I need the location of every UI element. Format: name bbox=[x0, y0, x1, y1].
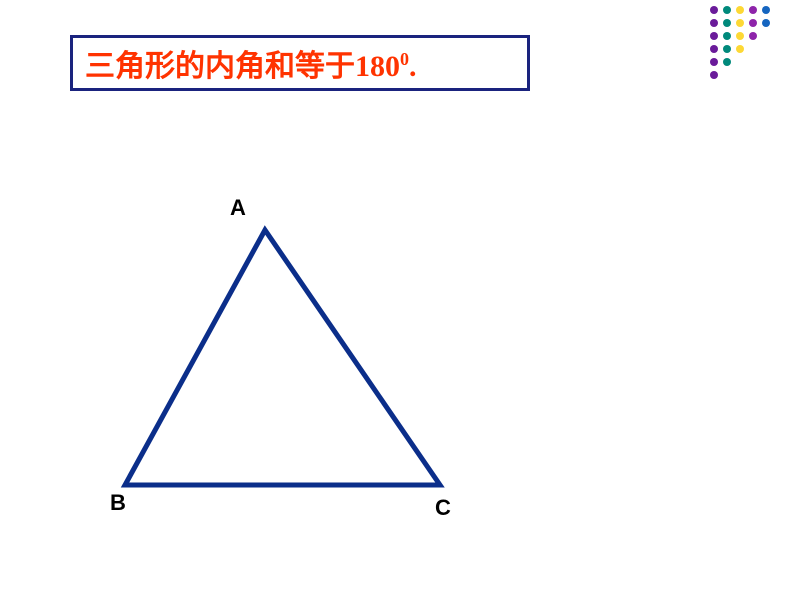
triangle-diagram bbox=[95, 200, 495, 520]
dot bbox=[723, 32, 731, 40]
dot bbox=[723, 19, 731, 27]
dot bbox=[710, 32, 718, 40]
decorative-dots bbox=[710, 6, 770, 79]
dot bbox=[723, 45, 731, 53]
dot bbox=[710, 71, 718, 79]
vertex-label-A: A bbox=[230, 195, 246, 221]
dot bbox=[723, 58, 731, 66]
vertex-label-B: B bbox=[110, 490, 126, 516]
dot bbox=[762, 19, 770, 27]
dot bbox=[723, 6, 731, 14]
dot bbox=[710, 6, 718, 14]
dot bbox=[710, 19, 718, 27]
theorem-title-text: 三角形的内角和等于1800. bbox=[85, 41, 417, 85]
dot bbox=[736, 6, 744, 14]
dot bbox=[762, 6, 770, 14]
dot bbox=[736, 45, 744, 53]
dot bbox=[736, 19, 744, 27]
dot bbox=[710, 45, 718, 53]
dot bbox=[710, 58, 718, 66]
dot bbox=[749, 32, 757, 40]
dot bbox=[736, 32, 744, 40]
vertex-label-C: C bbox=[435, 495, 451, 521]
dot bbox=[749, 6, 757, 14]
dot bbox=[749, 19, 757, 27]
triangle-svg bbox=[95, 200, 495, 520]
theorem-title-box: 三角形的内角和等于1800. bbox=[70, 35, 530, 91]
